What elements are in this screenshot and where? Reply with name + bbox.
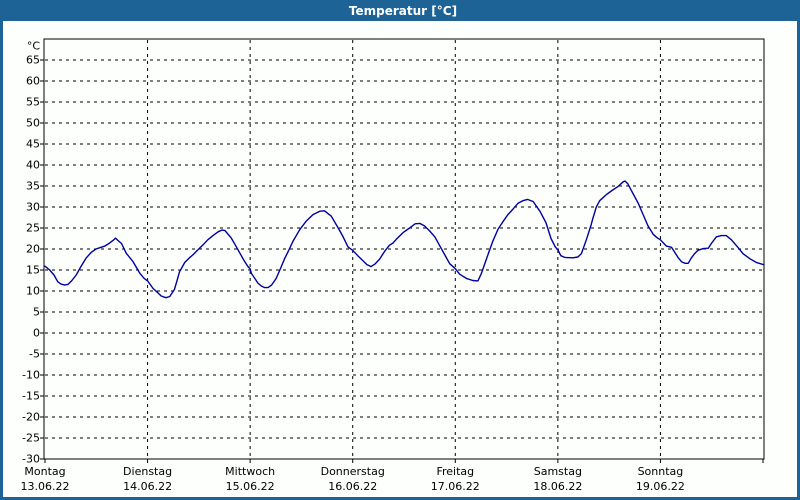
day-name-label: Montag: [24, 465, 65, 478]
y-tick-label: 45: [26, 138, 40, 151]
y-tick-label: 35: [26, 180, 40, 193]
chart-content: 65 60 55 50 45 40 35 30 25 20 15 10 5 0 -5 -10 -15 -20 -25…: [3, 21, 797, 497]
y-tick-label: 60: [26, 75, 40, 88]
plot-border: [43, 38, 765, 460]
y-tick-label: -15: [22, 390, 40, 403]
y-tick-label: 55: [26, 96, 40, 109]
y-tick-label: 25: [26, 222, 40, 235]
y-tick-label: 50: [26, 117, 40, 130]
day-name-label: Freitag: [436, 465, 474, 478]
day-name-label: Samstag: [534, 465, 582, 478]
title-bar: Temperatur [°C]: [3, 0, 797, 21]
window-title: Temperatur [°C]: [348, 3, 458, 18]
y-axis-unit-label: °C: [27, 40, 41, 53]
day-date-label: 14.06.22: [123, 480, 172, 493]
y-tick-label: -30: [22, 453, 40, 466]
day-date-label: 17.06.22: [431, 480, 480, 493]
temperature-plot: 65605550454035302520151050-5-10-15-20-25…: [21, 38, 765, 493]
y-tick-label: 30: [26, 201, 40, 214]
day-date-label: 19.06.22: [636, 480, 685, 493]
y-tick-label: -10: [22, 369, 40, 382]
y-tick-label: -20: [22, 411, 40, 424]
y-tick-label: 5: [33, 306, 40, 319]
y-tick-label: 15: [26, 264, 40, 277]
day-date-label: 16.06.22: [328, 480, 377, 493]
day-date-label: 15.06.22: [226, 480, 275, 493]
temperature-line: [44, 180, 764, 299]
day-name-label: Dienstag: [123, 465, 172, 478]
day-name-label: Sonntag: [638, 465, 684, 478]
y-tick-label: -5: [29, 348, 40, 361]
y-tick-label: 20: [26, 243, 40, 256]
y-tick-label: -25: [22, 432, 40, 445]
day-name-label: Donnerstag: [321, 465, 385, 478]
day-date-label: 13.06.22: [21, 480, 70, 493]
y-tick-label: 65: [26, 54, 40, 67]
y-tick-label: 40: [26, 159, 40, 172]
day-date-label: 18.06.22: [533, 480, 582, 493]
y-tick-label: 0: [33, 327, 40, 340]
y-tick-label: 10: [26, 285, 40, 298]
day-name-label: Mittwoch: [225, 465, 275, 478]
